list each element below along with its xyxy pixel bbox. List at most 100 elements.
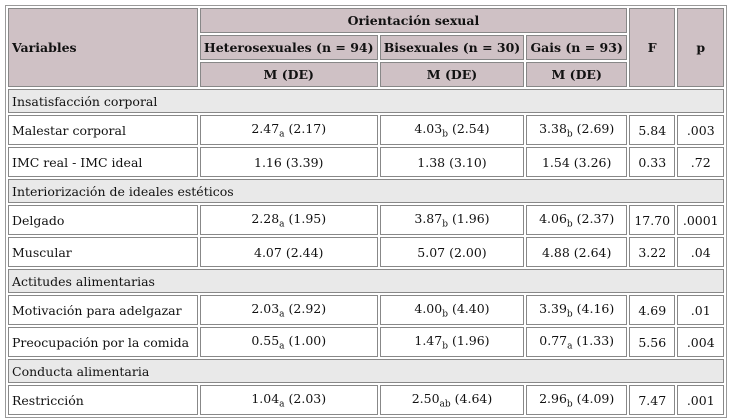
sd: (3.39)	[285, 154, 324, 170]
mean: 1.38	[417, 154, 446, 170]
header-p: p	[677, 8, 724, 87]
subscript: a	[279, 219, 285, 230]
sd: (1.33)	[576, 332, 615, 348]
p-value: .001	[677, 385, 724, 415]
sd: (2.54)	[451, 120, 490, 136]
mean: 0.77	[539, 332, 568, 348]
data-row: Preocupación por la comida 0.55a (1.00) 1.…	[8, 327, 724, 357]
header-group: Heterosexuales (n = 94)	[199, 35, 378, 60]
mean: 1.04	[251, 390, 280, 406]
mean-sd-cell: 4.03b (2.54)	[379, 115, 525, 145]
mean-sd-cell: 2.28a (1.95)	[199, 205, 378, 235]
subscript: ab	[439, 399, 451, 410]
mean: 4.06	[539, 210, 567, 226]
f-value: 5.84	[629, 115, 676, 145]
sd: (4.64)	[454, 390, 493, 406]
subscript: a	[279, 309, 285, 320]
sd: (2.69)	[576, 120, 615, 136]
subscript: a	[279, 399, 285, 410]
mean: 3.87	[414, 210, 443, 226]
p-value: .04	[677, 237, 724, 267]
mean-sd-cell: 3.39b (4.16)	[526, 295, 627, 325]
mean: 3.39	[539, 300, 567, 316]
header-orientation: Orientación sexual	[199, 8, 627, 33]
mean-sd-cell: 1.47b (1.96)	[379, 327, 525, 357]
section-title: Insatisfacción corporal	[8, 89, 724, 113]
subscript: b	[442, 129, 448, 140]
mean: 4.07	[254, 244, 282, 260]
mean: 2.03	[251, 300, 280, 316]
sd: (1.96)	[451, 210, 490, 226]
mean-sd-cell: 1.54 (3.26)	[526, 147, 627, 177]
mean: 3.38	[539, 120, 567, 136]
data-row: Delgado 2.28a (1.95) 3.87b (1.96) 4.06b (2.…	[8, 205, 724, 235]
mean: 4.03	[414, 120, 443, 136]
p-value: .72	[677, 147, 724, 177]
header-group: Bisexuales (n = 30)	[379, 35, 525, 60]
data-row: Malestar corporal 2.47a (2.17) 4.03b (2.54…	[8, 115, 724, 145]
sd: (1.95)	[288, 210, 327, 226]
section-title: Conducta alimentaria	[8, 359, 724, 383]
row-label: Motivación para adelgazar	[8, 295, 198, 325]
mean-sd-cell: 5.07 (2.00)	[379, 237, 525, 267]
mean-sd-cell: 2.47a (2.17)	[199, 115, 378, 145]
mean: 4.00	[414, 300, 443, 316]
f-value: 7.47	[629, 385, 676, 415]
section-row: Insatisfacción corporal	[8, 89, 724, 113]
row-label: Preocupación por la comida	[8, 327, 198, 357]
p-value: .01	[677, 295, 724, 325]
sd: (2.00)	[449, 244, 487, 260]
sd: (4.16)	[576, 300, 615, 316]
sd: (2.64)	[573, 244, 612, 260]
header-group: Gais (n = 93)	[526, 35, 627, 60]
mean: 2.47	[251, 120, 280, 136]
p-value: .003	[677, 115, 724, 145]
subscript: b	[442, 341, 448, 352]
subscript: a	[567, 341, 573, 352]
data-row: IMC real - IMC ideal 1.16 (3.39) 1.38 (3.1…	[8, 147, 724, 177]
row-label: Delgado	[8, 205, 198, 235]
p-value: .0001	[677, 205, 724, 235]
mean: 1.47	[414, 332, 443, 348]
header-stat: M (DE)	[379, 62, 525, 87]
sd: (1.00)	[288, 332, 327, 348]
row-label: Muscular	[8, 237, 198, 267]
f-value: 17.70	[629, 205, 676, 235]
mean-sd-cell: 1.38 (3.10)	[379, 147, 525, 177]
mean-sd-cell: 3.38b (2.69)	[526, 115, 627, 145]
row-label: Malestar corporal	[8, 115, 198, 145]
sd: (3.10)	[449, 154, 487, 170]
sd: (1.96)	[451, 332, 490, 348]
f-value: 4.69	[629, 295, 676, 325]
section-title: Actitudes alimentarias	[8, 269, 724, 293]
sd: (2.37)	[576, 210, 615, 226]
mean-sd-cell: 2.50ab (4.64)	[379, 385, 525, 415]
mean: 1.54	[541, 154, 570, 170]
mean-sd-cell: 0.77a (1.33)	[526, 327, 627, 357]
mean: 2.96	[539, 390, 567, 406]
mean-sd-cell: 3.87b (1.96)	[379, 205, 525, 235]
section-row: Interiorización de ideales estéticos	[8, 179, 724, 203]
mean: 5.07	[417, 244, 446, 260]
mean-sd-cell: 4.88 (2.64)	[526, 237, 627, 267]
data-row: Restricción 1.04a (2.03) 2.50ab (4.64) 2.96…	[8, 385, 724, 415]
f-value: 0.33	[629, 147, 676, 177]
mean-sd-cell: 1.16 (3.39)	[199, 147, 378, 177]
results-table: Variables Orientación sexual F p Heteros…	[5, 5, 727, 418]
mean-sd-cell: 1.04a (2.03)	[199, 385, 378, 415]
sd: (4.40)	[451, 300, 490, 316]
mean: 4.88	[541, 244, 570, 260]
sd: (3.26)	[573, 154, 612, 170]
mean: 2.28	[251, 210, 280, 226]
subscript: b	[566, 129, 573, 140]
mean-sd-cell: 4.07 (2.44)	[199, 237, 378, 267]
subscript: b	[566, 399, 573, 410]
f-value: 5.56	[629, 327, 676, 357]
mean: 2.50	[411, 390, 440, 406]
p-value: .004	[677, 327, 724, 357]
subscript: b	[442, 219, 448, 230]
subscript: b	[566, 309, 573, 320]
mean-sd-cell: 2.96b (4.09)	[526, 385, 627, 415]
mean-sd-cell: 0.55a (1.00)	[199, 327, 378, 357]
sd: (4.09)	[576, 390, 615, 406]
